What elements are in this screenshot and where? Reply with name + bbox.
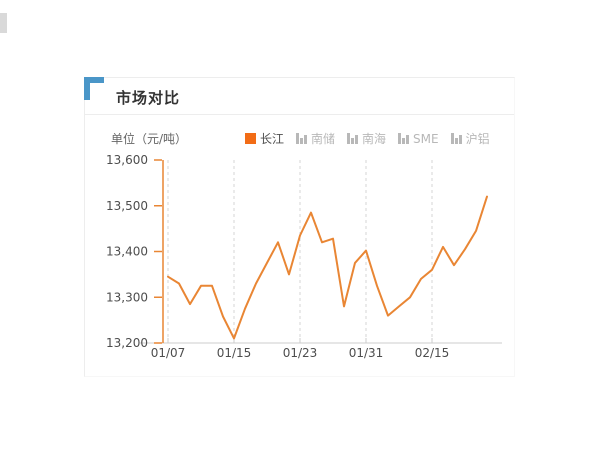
- corner-bracket-icon: [84, 77, 104, 83]
- legend-item-SME[interactable]: SME: [398, 132, 439, 146]
- x-tick-labels: 01/07 01/15 01/23 01/31 02/15: [151, 346, 450, 360]
- svg-text:13,300: 13,300: [106, 290, 148, 304]
- svg-text:13,500: 13,500: [106, 199, 148, 213]
- panel-title: 市场对比: [116, 89, 181, 107]
- svg-text:01/15: 01/15: [217, 346, 252, 360]
- bar-chart-icon: [296, 133, 308, 144]
- legend-item-label: 南储: [311, 132, 336, 146]
- bar-chart-icon: [450, 133, 462, 144]
- svg-text:01/23: 01/23: [283, 346, 318, 360]
- legend-item-label: 南海: [362, 132, 387, 146]
- y-gridlines: [167, 160, 433, 343]
- svg-text:13,600: 13,600: [106, 153, 148, 167]
- svg-text:01/07: 01/07: [151, 346, 186, 360]
- legend-item-label: 长江: [260, 132, 285, 146]
- legend-item-南海[interactable]: 南海: [347, 130, 386, 147]
- legend-item-长江[interactable]: 长江: [245, 130, 284, 147]
- legend-item-label: SME: [413, 131, 439, 146]
- legend-item-沪铝[interactable]: 沪铝: [450, 130, 490, 147]
- price-line-长江: [167, 195, 488, 340]
- window-edge-artifact: [0, 13, 7, 33]
- svg-text:02/15: 02/15: [415, 346, 450, 360]
- corner-bracket-icon: [84, 77, 90, 100]
- legend-item-label: 沪铝: [465, 132, 490, 146]
- bar-chart-icon: [347, 133, 359, 144]
- legend-item-南储[interactable]: 南储: [296, 130, 335, 147]
- series-swatch-icon: [245, 133, 256, 144]
- y-axis: [154, 159, 164, 344]
- svg-text:13,400: 13,400: [106, 245, 148, 259]
- unit-label: 单位（元/吨）: [111, 132, 188, 146]
- y-tick-labels: 13,600 13,500 13,400 13,300 13,200: [106, 153, 148, 350]
- svg-text:13,200: 13,200: [106, 336, 148, 350]
- chart-legend: 长江 南储 南海 SME 沪铝: [245, 130, 490, 147]
- x-axis: [140, 338, 502, 344]
- svg-text:01/31: 01/31: [349, 346, 384, 360]
- bar-chart-icon: [398, 133, 410, 144]
- panel-header: 市场对比: [84, 77, 514, 115]
